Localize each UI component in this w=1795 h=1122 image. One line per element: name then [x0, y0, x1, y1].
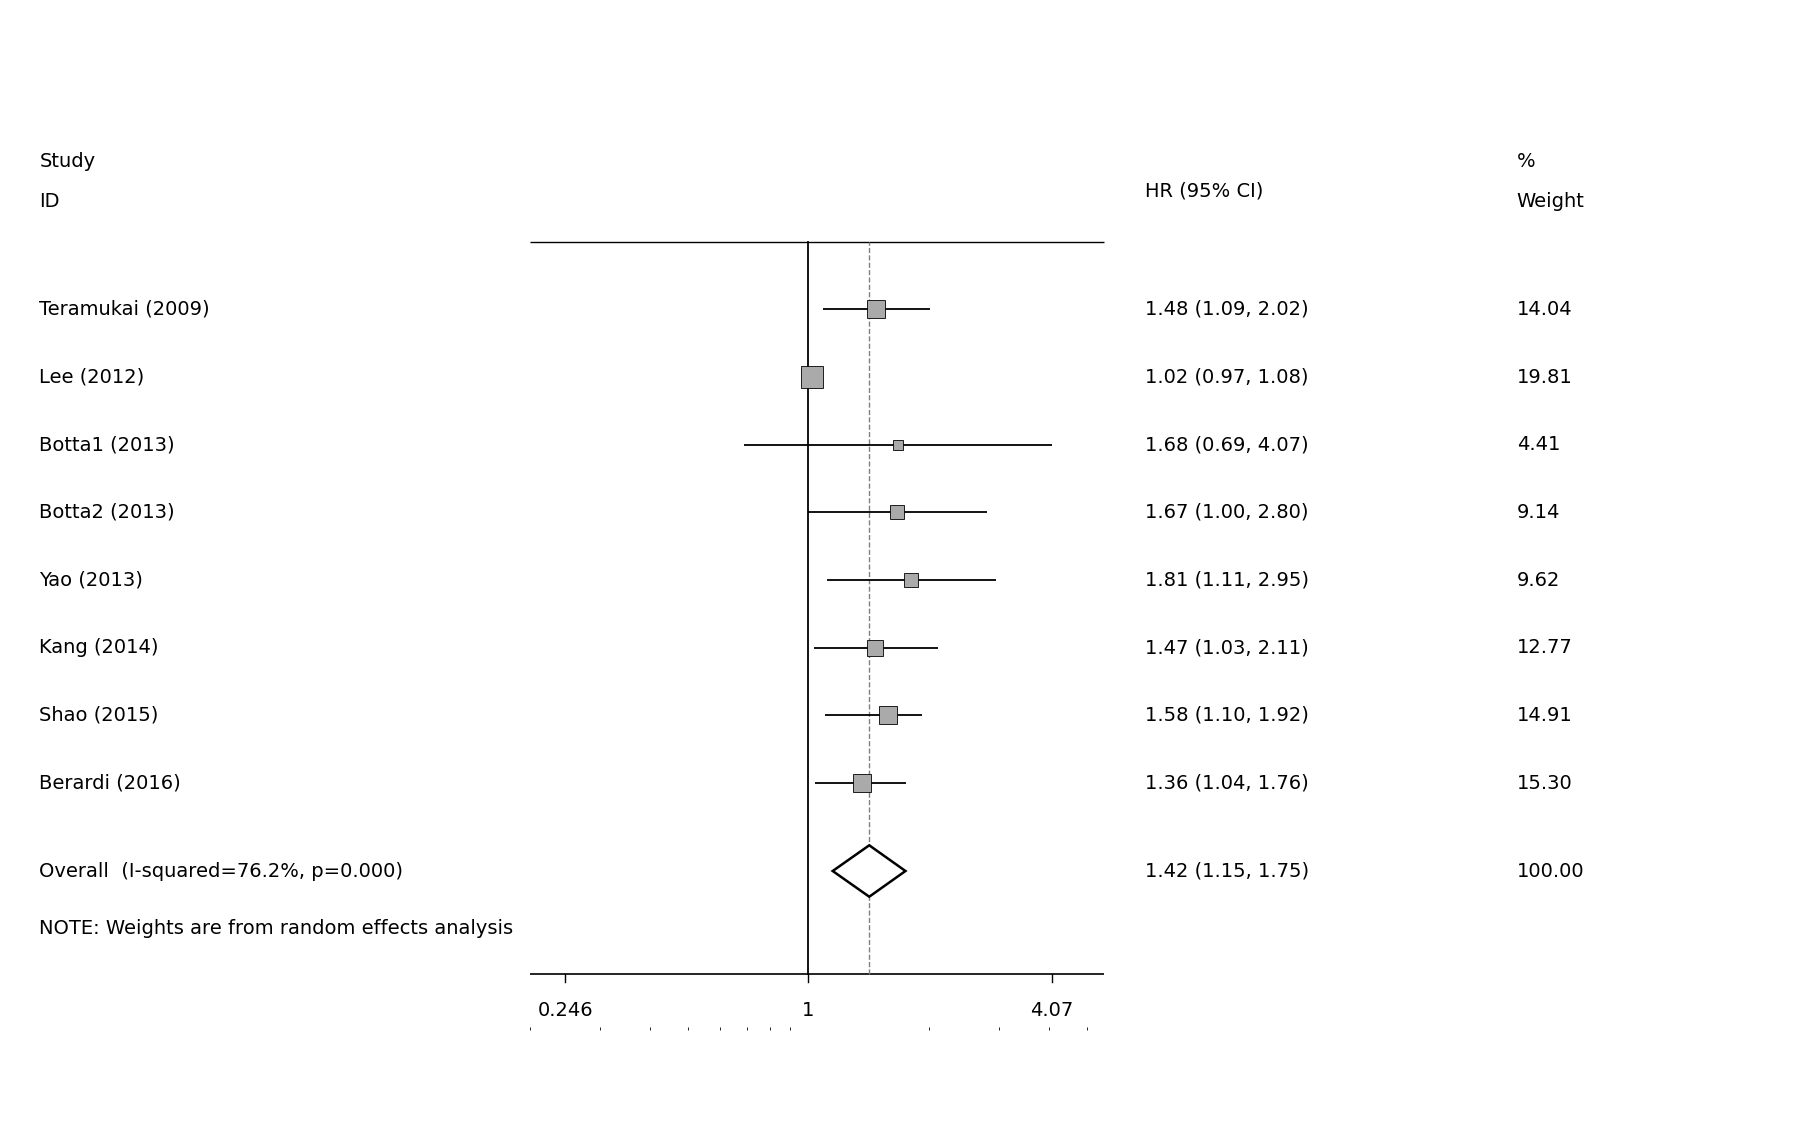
Text: 14.91: 14.91 — [1517, 706, 1572, 725]
Text: Berardi (2016): Berardi (2016) — [39, 773, 181, 792]
Text: 4.41: 4.41 — [1517, 435, 1560, 454]
Polygon shape — [833, 845, 905, 896]
Text: 100.00: 100.00 — [1517, 862, 1585, 881]
Text: NOTE: Weights are from random effects analysis: NOTE: Weights are from random effects an… — [39, 919, 513, 938]
Text: 9.62: 9.62 — [1517, 571, 1560, 589]
Text: 9.14: 9.14 — [1517, 503, 1560, 522]
Text: 15.30: 15.30 — [1517, 773, 1572, 792]
Text: 1.47 (1.03, 2.11): 1.47 (1.03, 2.11) — [1145, 638, 1309, 657]
Text: 1.42 (1.15, 1.75): 1.42 (1.15, 1.75) — [1145, 862, 1309, 881]
Text: 1.02 (0.97, 1.08): 1.02 (0.97, 1.08) — [1145, 368, 1309, 387]
Text: ID: ID — [39, 192, 59, 211]
Text: 1.67 (1.00, 2.80): 1.67 (1.00, 2.80) — [1145, 503, 1309, 522]
Text: Shao (2015): Shao (2015) — [39, 706, 160, 725]
Text: 1.58 (1.10, 1.92): 1.58 (1.10, 1.92) — [1145, 706, 1309, 725]
Text: 1.36 (1.04, 1.76): 1.36 (1.04, 1.76) — [1145, 773, 1309, 792]
Text: 4.07: 4.07 — [1030, 1001, 1073, 1020]
Text: Teramukai (2009): Teramukai (2009) — [39, 300, 210, 319]
Text: 19.81: 19.81 — [1517, 368, 1572, 387]
Text: Study: Study — [39, 151, 95, 171]
Text: Kang (2014): Kang (2014) — [39, 638, 160, 657]
Text: 1.68 (0.69, 4.07): 1.68 (0.69, 4.07) — [1145, 435, 1309, 454]
Text: 0.246: 0.246 — [537, 1001, 592, 1020]
Text: Botta2 (2013): Botta2 (2013) — [39, 503, 176, 522]
Text: Overall  (I-squared=76.2%, p=0.000): Overall (I-squared=76.2%, p=0.000) — [39, 862, 404, 881]
Text: Yao (2013): Yao (2013) — [39, 571, 144, 589]
Text: Weight: Weight — [1517, 192, 1585, 211]
Text: Botta1 (2013): Botta1 (2013) — [39, 435, 176, 454]
Text: 1.48 (1.09, 2.02): 1.48 (1.09, 2.02) — [1145, 300, 1309, 319]
Text: 12.77: 12.77 — [1517, 638, 1572, 657]
Text: %: % — [1517, 151, 1535, 171]
Text: HR (95% CI): HR (95% CI) — [1145, 182, 1264, 201]
Text: 1.81 (1.11, 2.95): 1.81 (1.11, 2.95) — [1145, 571, 1309, 589]
Text: 1: 1 — [802, 1001, 815, 1020]
Text: 14.04: 14.04 — [1517, 300, 1572, 319]
Text: Lee (2012): Lee (2012) — [39, 368, 145, 387]
